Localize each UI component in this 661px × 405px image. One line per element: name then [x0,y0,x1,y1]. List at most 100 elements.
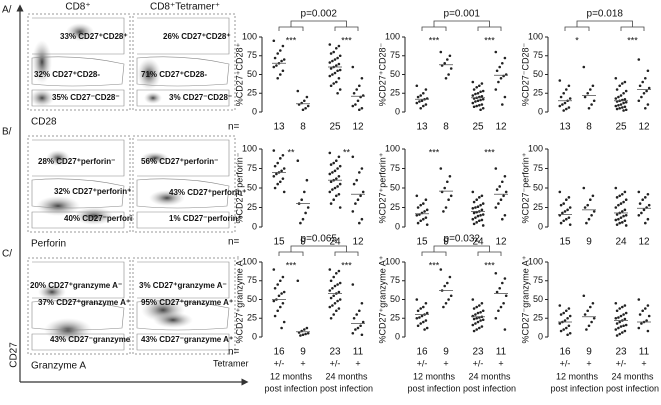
data-dot [273,56,277,60]
data-dot [333,71,337,75]
data-dot [332,313,336,316]
data-dot [443,186,447,190]
gate-label: 33% CD27⁺CD28⁺ [60,32,128,41]
data-dot [444,76,448,80]
data-dot [637,190,641,194]
cell-cloud [36,196,80,216]
data-dot [614,76,618,80]
data-dot [621,331,624,334]
data-dot [301,217,305,221]
n-label: 24 [615,237,627,248]
data-dot [561,211,564,215]
y-tick-label: 25 [533,202,543,212]
data-dot [497,309,500,313]
data-dot [502,194,505,198]
data-dot [582,294,586,298]
data-dot [567,196,571,199]
data-dot [644,196,647,199]
y-tick-label: 100 [242,143,257,153]
data-dot [419,203,423,207]
data-dot [614,206,618,209]
data-dot [281,301,285,305]
data-dot [331,73,334,76]
bracket [421,245,502,256]
data-dot [562,219,565,223]
data-dot [444,206,448,209]
data-dot [337,307,341,310]
y-tick-label: 100 [528,31,543,41]
data-dot [416,95,420,99]
data-dot [614,97,618,100]
data-dot [282,58,286,61]
data-dot [338,88,342,91]
data-dot [305,326,309,330]
y-axis-label: %CD27⁺CD28⁺ [234,42,244,106]
data-dot [273,164,277,168]
data-dot [481,224,485,227]
data-dot [475,198,479,201]
data-dot [471,323,475,327]
data-dot [567,307,571,310]
data-dot [637,214,641,217]
y-tick-label: 50 [533,294,543,304]
data-dot [280,292,283,295]
data-dot [567,216,571,219]
data-dot [471,190,475,194]
data-dot [562,328,565,331]
timepoint: 12 months [556,371,599,381]
data-dot [623,329,627,333]
data-dot [338,54,342,58]
column-header: CD8⁺ [65,2,90,13]
data-dot [296,159,300,162]
y-tick-label: 25 [247,202,257,212]
gate [31,211,125,229]
data-dot [504,190,508,194]
data-dot [615,334,619,337]
n-label: 9 [586,347,592,358]
data-dot [503,328,507,331]
data-dot [645,319,648,322]
y-tick-label: 100 [242,256,257,266]
data-dot [471,94,475,97]
data-dot [299,334,302,337]
data-dot [472,211,476,215]
data-dot [415,298,419,301]
data-dot [637,298,641,301]
data-dot [276,309,280,313]
y-tick-label: 50 [247,294,257,304]
tetramer-group: + [498,358,503,368]
data-dot [586,309,589,313]
data-dot [565,309,568,313]
y-tick-label: 25 [533,88,543,98]
data-dot [415,214,419,217]
data-dot [480,103,484,106]
data-dot [641,198,644,201]
data-dot [305,95,309,99]
gate [136,89,230,107]
data-dot [614,316,618,320]
y-tick-label: 75 [247,50,257,60]
data-dot [419,307,423,310]
data-dot [503,175,507,178]
n-label: 15 [273,237,285,248]
data-dot [439,167,443,170]
gate [32,17,125,55]
data-dot [621,305,624,309]
data-dot [498,185,502,188]
data-dot [272,39,276,43]
data-dot [474,92,477,96]
data-dot [503,95,507,99]
data-dot [358,108,361,112]
data-dot [422,202,425,205]
tetramer-label: Tetramer [213,358,249,368]
data-dot [583,206,587,209]
data-dot [360,106,364,110]
data-dot [361,320,365,324]
data-dot [471,217,475,221]
data-dot [336,69,339,73]
data-dot [622,101,625,105]
data-dot [617,316,620,319]
data-dot [479,98,482,102]
data-dot [279,157,282,160]
data-dot [423,328,426,331]
